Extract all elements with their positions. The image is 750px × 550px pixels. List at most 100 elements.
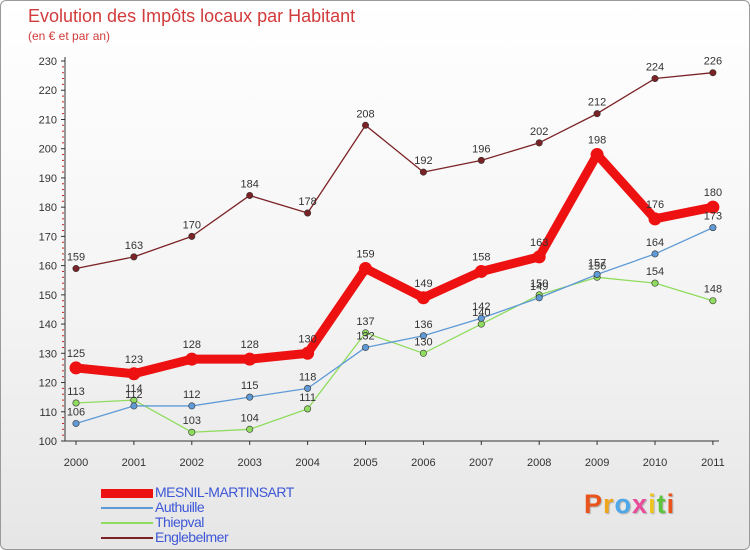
data-label-mesnil-martinsart: 123 <box>125 354 143 366</box>
data-point-englebelmer <box>593 110 601 118</box>
legend-swatch <box>101 522 153 524</box>
data-point-authuille <box>361 343 369 351</box>
data-point-englebelmer <box>130 253 138 261</box>
x-tick-label: 2008 <box>527 457 551 469</box>
data-label-thiepval: 150 <box>530 278 548 290</box>
data-label-mesnil-martinsart: 159 <box>356 249 374 261</box>
data-point-englebelmer <box>304 209 312 217</box>
data-label-englebelmer: 163 <box>125 240 143 252</box>
data-label-authuille: 149 <box>530 281 548 293</box>
legend-label: Thiepval <box>155 514 204 530</box>
legend-label: Authuille <box>155 499 205 515</box>
x-tick-label: 2007 <box>469 457 493 469</box>
data-point-mesnil-martinsart <box>416 291 430 305</box>
data-label-mesnil-martinsart: 198 <box>588 135 606 147</box>
y-tick-label: 140 <box>39 319 57 331</box>
series-line-englebelmer <box>75 72 714 270</box>
data-point-authuille <box>246 393 254 401</box>
data-label-authuille: 157 <box>588 257 606 269</box>
data-point-authuille <box>651 250 659 258</box>
data-point-thiepval <box>709 297 717 305</box>
data-label-mesnil-martinsart: 163 <box>530 237 548 249</box>
logo-letter: o <box>614 489 633 519</box>
data-point-thiepval <box>72 399 80 407</box>
x-tick-label: 2002 <box>180 457 204 469</box>
y-tick-label: 150 <box>39 290 57 302</box>
data-label-englebelmer: 178 <box>298 196 316 208</box>
data-point-englebelmer <box>477 156 485 164</box>
data-label-englebelmer: 212 <box>588 97 606 109</box>
x-tick-label: 2001 <box>122 457 146 469</box>
logo-letter: x <box>632 489 649 519</box>
legend-swatch <box>101 507 153 509</box>
axes: 100 110 120 130 140 150 160 170 180 190 200 210 220 2… <box>39 56 725 469</box>
data-point-englebelmer <box>246 191 254 199</box>
y-tick-label: 100 <box>39 436 57 448</box>
data-label-authuille: 132 <box>356 330 374 342</box>
data-label-authuille: 106 <box>67 406 85 418</box>
data-label-authuille: 112 <box>183 389 201 401</box>
data-label-thiepval: 140 <box>472 307 490 319</box>
data-label-mesnil-martinsart: 149 <box>414 278 432 290</box>
data-label-mesnil-martinsart: 180 <box>704 187 722 199</box>
data-point-authuille <box>709 224 717 232</box>
y-tick-label: 210 <box>39 114 57 126</box>
data-point-mesnil-martinsart <box>301 346 315 360</box>
logo-letter: i <box>648 489 657 519</box>
data-point-englebelmer <box>709 69 717 77</box>
data-point-authuille <box>477 314 485 322</box>
x-tick-label: 2011 <box>701 457 725 469</box>
data-point-mesnil-martinsart <box>185 352 199 366</box>
data-label-englebelmer: 192 <box>414 155 432 167</box>
data-point-englebelmer <box>535 139 543 147</box>
x-tick-label: 2000 <box>64 457 88 469</box>
y-tick-label: 220 <box>39 85 57 97</box>
y-tick-label: 190 <box>39 173 57 185</box>
data-label-mesnil-martinsart: 128 <box>241 339 259 351</box>
data-point-mesnil-martinsart <box>474 264 488 278</box>
data-point-mesnil-martinsart <box>127 367 141 381</box>
data-label-mesnil-martinsart: 176 <box>646 199 664 211</box>
data-label-authuille: 142 <box>472 301 490 313</box>
x-tick-label: 2003 <box>237 457 261 469</box>
data-label-thiepval: 130 <box>414 336 432 348</box>
legend-swatch <box>101 537 153 539</box>
data-label-mesnil-martinsart: 130 <box>298 333 316 345</box>
data-label-mesnil-martinsart: 158 <box>472 251 490 263</box>
data-label-englebelmer: 224 <box>646 62 664 74</box>
y-tick-label: 170 <box>39 231 57 243</box>
y-tick-label: 230 <box>39 56 57 68</box>
data-label-thiepval: 104 <box>241 412 259 424</box>
data-point-authuille <box>188 402 196 410</box>
data-label-thiepval: 137 <box>356 316 374 328</box>
data-label-englebelmer: 159 <box>67 252 85 264</box>
chart-subtitle: (en € et par an) <box>28 29 111 43</box>
data-label-englebelmer: 226 <box>704 56 722 68</box>
proxiti-logo: Proxiti <box>584 489 675 520</box>
data-label-englebelmer: 170 <box>183 219 201 231</box>
data-point-thiepval <box>419 349 427 357</box>
data-label-authuille: 112 <box>125 389 143 401</box>
data-point-mesnil-martinsart <box>648 212 662 226</box>
data-point-englebelmer <box>361 121 369 129</box>
data-point-thiepval <box>477 320 485 328</box>
data-label-authuille: 118 <box>299 371 317 383</box>
data-point-authuille <box>130 402 138 410</box>
data-point-authuille <box>593 270 601 278</box>
data-point-mesnil-martinsart <box>590 148 604 162</box>
data-point-thiepval <box>304 405 312 413</box>
data-point-thiepval <box>651 279 659 287</box>
data-label-authuille: 173 <box>704 211 722 223</box>
data-point-authuille <box>535 294 543 302</box>
data-label-englebelmer: 202 <box>530 126 548 138</box>
data-label-thiepval: 113 <box>67 386 85 398</box>
data-label-thiepval: 156 <box>588 260 606 272</box>
data-label-thiepval: 111 <box>299 392 316 404</box>
y-tick-label: 120 <box>39 378 57 390</box>
x-tick-label: 2004 <box>295 457 319 469</box>
data-point-authuille <box>72 419 80 427</box>
data-point-authuille <box>304 384 312 392</box>
data-point-thiepval <box>361 329 369 337</box>
